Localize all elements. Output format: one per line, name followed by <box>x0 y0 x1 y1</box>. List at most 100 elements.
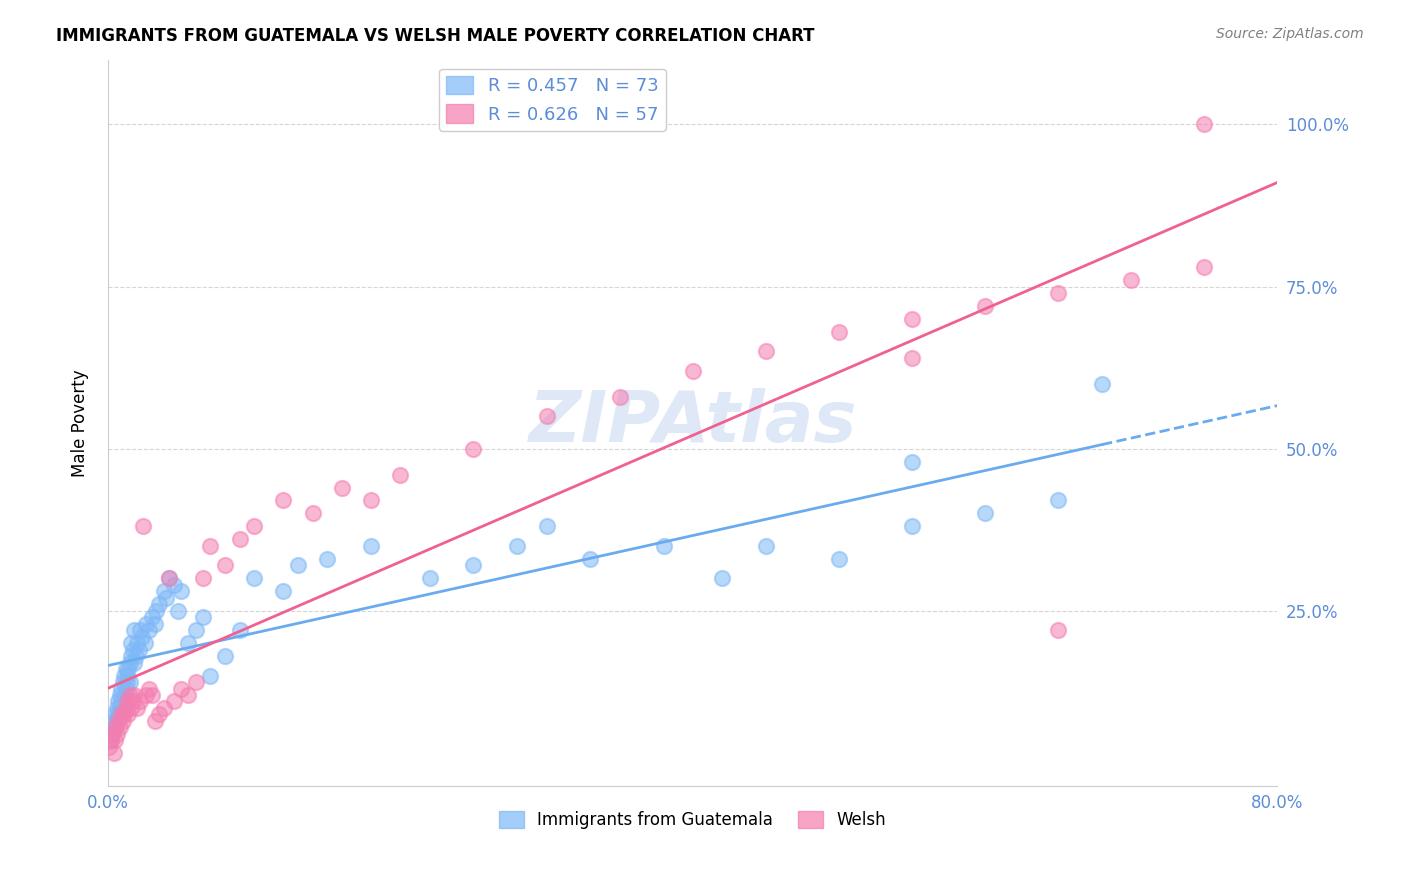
Point <box>124 688 146 702</box>
Point <box>1121 273 1143 287</box>
Point <box>200 539 222 553</box>
Point <box>243 571 266 585</box>
Point <box>129 694 152 708</box>
Point <box>419 571 441 585</box>
Point <box>104 721 127 735</box>
Point <box>901 351 924 365</box>
Point <box>100 733 122 747</box>
Point <box>184 675 207 690</box>
Point <box>121 694 143 708</box>
Point <box>107 714 129 728</box>
Point <box>112 668 135 682</box>
Point <box>135 616 157 631</box>
Y-axis label: Male Poverty: Male Poverty <box>72 369 89 476</box>
Legend: Immigrants from Guatemala, Welsh: Immigrants from Guatemala, Welsh <box>492 804 893 836</box>
Point <box>1194 260 1216 274</box>
Point <box>506 539 529 553</box>
Point <box>360 493 382 508</box>
Point <box>682 364 704 378</box>
Point <box>177 636 200 650</box>
Point <box>118 656 141 670</box>
Point <box>316 552 339 566</box>
Point <box>121 642 143 657</box>
Point <box>214 649 236 664</box>
Text: ZIPAtlas: ZIPAtlas <box>529 388 858 458</box>
Point <box>177 688 200 702</box>
Point <box>152 701 174 715</box>
Point <box>141 610 163 624</box>
Point <box>1194 118 1216 132</box>
Point <box>974 507 997 521</box>
Point <box>184 623 207 637</box>
Point <box>145 604 167 618</box>
Point <box>143 714 166 728</box>
Text: Source: ZipAtlas.com: Source: ZipAtlas.com <box>1216 27 1364 41</box>
Point <box>652 539 675 553</box>
Point <box>105 701 128 715</box>
Point <box>330 481 353 495</box>
Point <box>114 662 136 676</box>
Point <box>536 519 558 533</box>
Point <box>155 591 177 605</box>
Point <box>120 649 142 664</box>
Point <box>120 701 142 715</box>
Point <box>105 727 128 741</box>
Point <box>579 552 602 566</box>
Point <box>101 727 124 741</box>
Point <box>101 727 124 741</box>
Point <box>755 344 778 359</box>
Point <box>200 668 222 682</box>
Point <box>108 721 131 735</box>
Point <box>129 623 152 637</box>
Point <box>170 584 193 599</box>
Point <box>131 630 153 644</box>
Point <box>191 571 214 585</box>
Point <box>755 539 778 553</box>
Point <box>148 707 170 722</box>
Point <box>1047 285 1070 300</box>
Point <box>108 688 131 702</box>
Point <box>273 584 295 599</box>
Point <box>110 707 132 722</box>
Point <box>1091 376 1114 391</box>
Point <box>157 571 180 585</box>
Point <box>127 701 149 715</box>
Point <box>170 681 193 696</box>
Point <box>974 299 997 313</box>
Point <box>360 539 382 553</box>
Point <box>138 681 160 696</box>
Point <box>104 721 127 735</box>
Point <box>463 442 485 456</box>
Point <box>828 325 851 339</box>
Point <box>103 747 125 761</box>
Point <box>167 604 190 618</box>
Point <box>228 623 250 637</box>
Point <box>135 688 157 702</box>
Point <box>901 519 924 533</box>
Point <box>98 739 121 754</box>
Point <box>214 558 236 573</box>
Point <box>1047 623 1070 637</box>
Point <box>115 675 138 690</box>
Point <box>124 623 146 637</box>
Point <box>463 558 485 573</box>
Point <box>124 656 146 670</box>
Point <box>115 668 138 682</box>
Point <box>609 390 631 404</box>
Point <box>128 642 150 657</box>
Point <box>103 721 125 735</box>
Point <box>127 636 149 650</box>
Point <box>152 584 174 599</box>
Point <box>111 714 134 728</box>
Point <box>301 507 323 521</box>
Point <box>117 662 139 676</box>
Point <box>191 610 214 624</box>
Point <box>536 409 558 424</box>
Point <box>132 519 155 533</box>
Point <box>112 688 135 702</box>
Point <box>114 701 136 715</box>
Point <box>157 571 180 585</box>
Point <box>287 558 309 573</box>
Point <box>243 519 266 533</box>
Point <box>115 694 138 708</box>
